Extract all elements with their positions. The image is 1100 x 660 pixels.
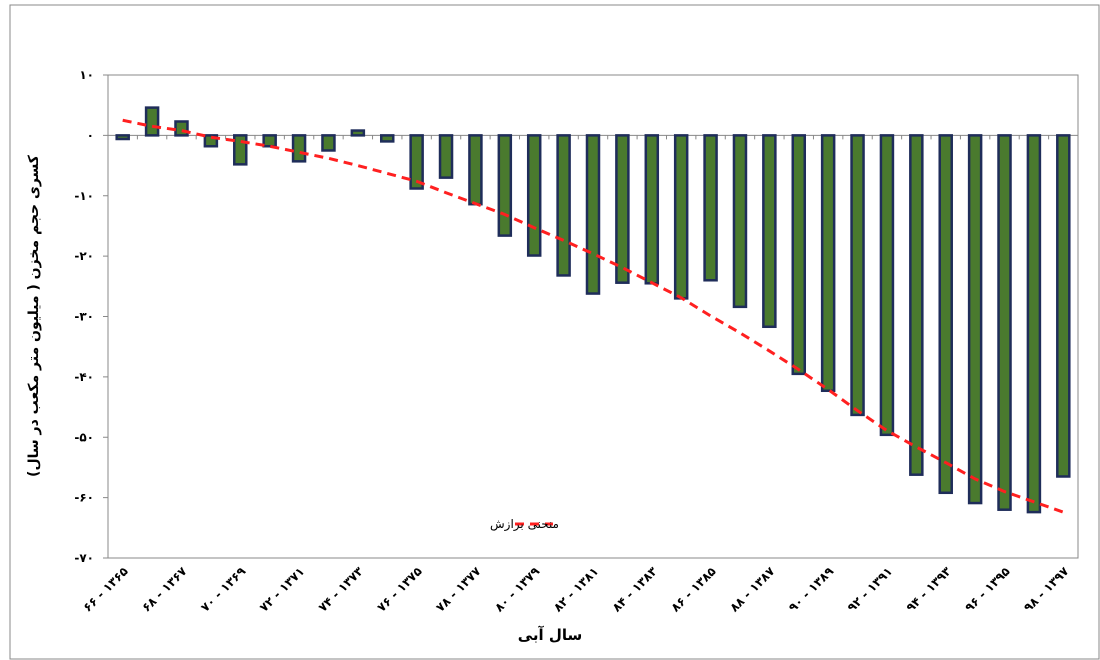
bar — [468, 134, 483, 206]
bar — [703, 134, 718, 282]
bar — [1026, 134, 1042, 514]
y-tick-label: -۳۰ — [74, 310, 94, 324]
bar — [644, 134, 660, 285]
bar — [850, 134, 865, 417]
bar — [1056, 134, 1071, 478]
bar — [409, 134, 424, 190]
bar — [115, 134, 130, 141]
trend-line — [122, 118, 1064, 514]
bar — [585, 134, 601, 295]
y-tick-label: -۵۰ — [74, 430, 94, 444]
bar — [291, 134, 307, 163]
bar — [879, 134, 895, 437]
y-tick-label: ۱۰ — [79, 68, 94, 82]
bar — [762, 134, 777, 329]
bar — [673, 134, 689, 300]
bar — [350, 129, 366, 137]
bar — [615, 134, 630, 284]
bar — [203, 134, 219, 148]
bar — [262, 134, 277, 148]
bar — [438, 134, 454, 179]
bar — [967, 134, 983, 505]
bar — [144, 106, 160, 137]
bar — [997, 134, 1012, 511]
y-tick-label: -۴۰ — [74, 370, 94, 384]
bar — [732, 134, 748, 309]
bar — [909, 134, 924, 476]
bar — [820, 134, 836, 393]
bar — [321, 134, 336, 152]
y-tick-label: -۷۰ — [74, 551, 94, 565]
bar — [791, 134, 807, 376]
bar — [233, 134, 248, 166]
y-axis-title: کسری حجم مخزن ( میلیون متر مکعب در سال) — [26, 154, 42, 477]
bar — [497, 134, 513, 237]
legend-label: منحنی برازش — [490, 517, 559, 532]
bar — [556, 134, 571, 277]
y-tick-label: -۱۰ — [74, 189, 94, 203]
y-tick-label: -۲۰ — [74, 249, 94, 263]
bar — [379, 134, 395, 143]
x-axis-title: سال آبی — [518, 626, 583, 644]
y-tick-label: -۶۰ — [74, 491, 94, 505]
y-tick-label: ۰ — [87, 128, 94, 142]
bar — [938, 134, 953, 495]
bar — [174, 120, 189, 137]
bar — [526, 134, 542, 257]
